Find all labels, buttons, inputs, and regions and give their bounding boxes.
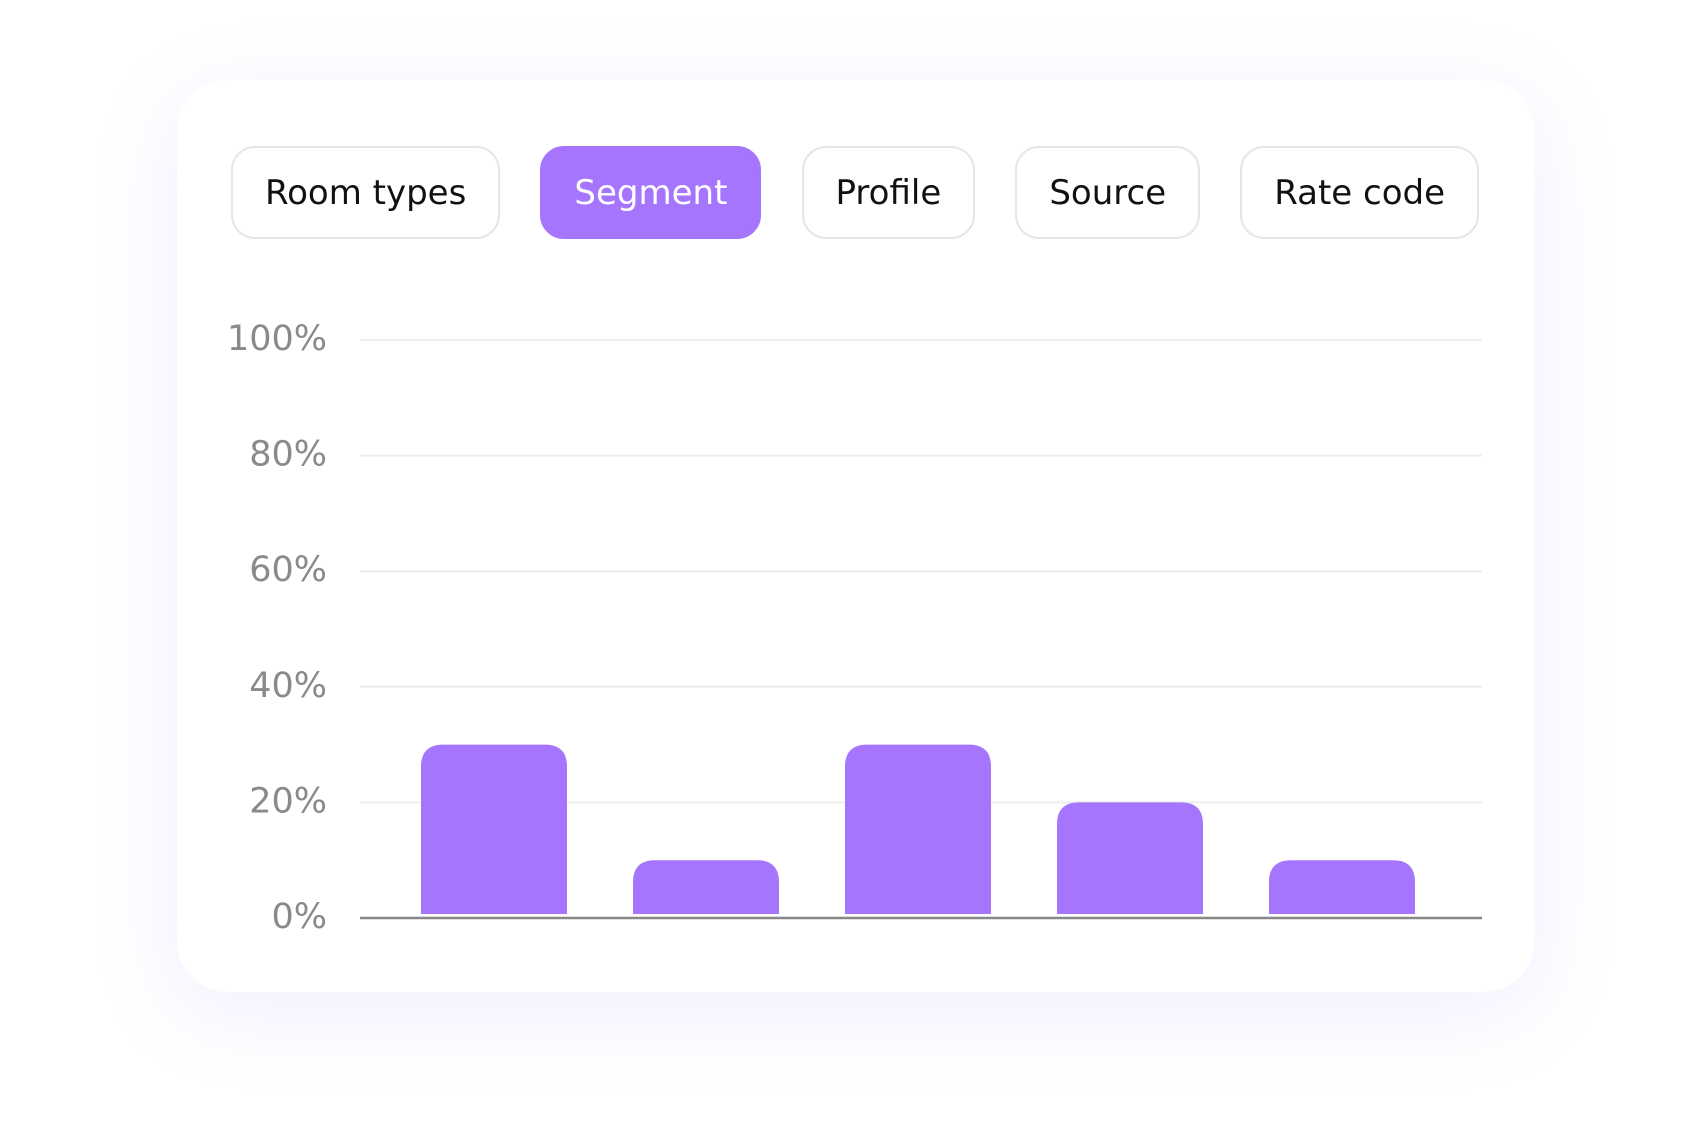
tab-bar: Room types Segment Profile Source Rate code xyxy=(231,146,1479,239)
y-tick-label: 80% xyxy=(249,435,327,475)
tab[interactable]: Profile xyxy=(801,146,976,239)
bar xyxy=(845,744,991,914)
y-tick-label: 60% xyxy=(249,550,327,590)
y-tick-label: 40% xyxy=(249,666,327,706)
y-tick-label: 0% xyxy=(271,897,327,937)
tab[interactable]: Rate code xyxy=(1240,146,1479,239)
bar xyxy=(421,744,567,914)
bar xyxy=(633,860,779,914)
y-tick-label: 100% xyxy=(227,319,327,359)
bar xyxy=(1269,860,1415,914)
bar xyxy=(1057,802,1203,914)
y-tick-label: 20% xyxy=(249,781,327,821)
tab[interactable]: Room types xyxy=(231,146,501,239)
tab[interactable]: Source xyxy=(1015,146,1201,239)
tab[interactable]: Segment xyxy=(540,146,762,239)
